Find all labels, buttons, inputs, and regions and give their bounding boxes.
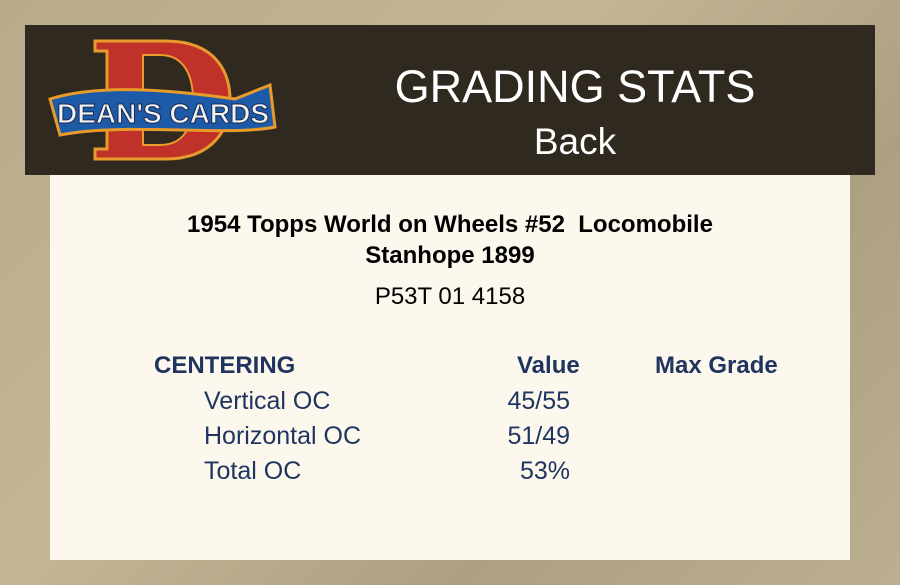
row-value: 45/55 (470, 387, 570, 416)
grading-panel: 1954 Topps World on Wheels #52 Locomobil… (50, 175, 850, 560)
cert-number: P53T 01 4158 (50, 283, 850, 311)
card-name: 1954 Topps World on Wheels #52 Locomobil… (50, 209, 850, 271)
centering-header: CENTERING (154, 352, 295, 380)
deans-cards-logo: DEAN'S CARDS (45, 37, 285, 163)
page-subtitle: Back (355, 121, 795, 163)
row-label: Horizontal OC (204, 422, 361, 451)
value-header: Value (517, 352, 580, 380)
header-banner: DEAN'S CARDS GRADING STATS Back (25, 25, 875, 175)
row-label: Vertical OC (204, 387, 330, 416)
row-value: 53% (470, 457, 570, 486)
page-title: GRADING STATS (355, 61, 795, 113)
svg-text:DEAN'S CARDS: DEAN'S CARDS (57, 98, 269, 129)
row-value: 51/49 (470, 422, 570, 451)
row-label: Total OC (204, 457, 301, 486)
card-name-line1: 1954 Topps World on Wheels #52 Locomobil… (50, 209, 850, 240)
card-name-line2: Stanhope 1899 (50, 240, 850, 271)
max-grade-header: Max Grade (655, 352, 778, 380)
